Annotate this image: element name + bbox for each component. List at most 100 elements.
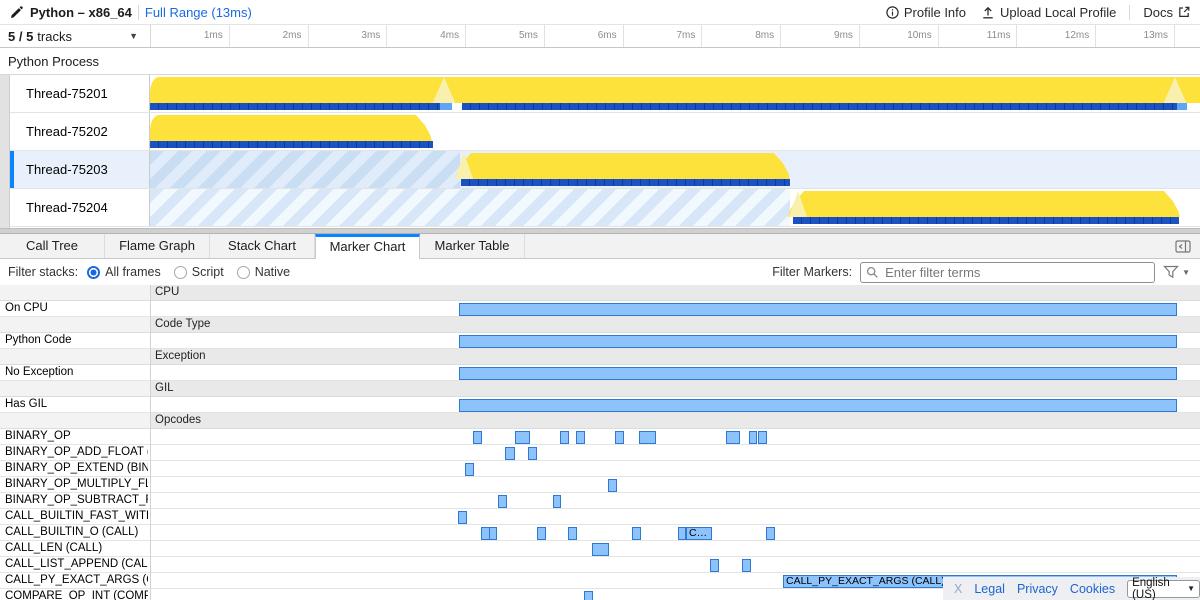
tab-stack-chart[interactable]: Stack Chart: [210, 234, 315, 258]
tab-marker-table[interactable]: Marker Table: [420, 234, 525, 258]
ruler-tick-label: 1ms: [203, 30, 223, 41]
marker-strip: [461, 179, 790, 186]
ruler-tick: [307, 25, 309, 47]
marker-bar[interactable]: [678, 527, 686, 540]
footer-links: Legal Privacy Cookies: [962, 582, 1115, 596]
marker-header-leftcell: [0, 413, 150, 428]
tracks-dropdown-button[interactable]: 5 / 5 tracks ▼: [0, 25, 150, 47]
marker-row-label: BINARY_OP_EXTEND (BINA…: [5, 462, 148, 474]
marker-bar[interactable]: [608, 479, 617, 492]
ruler-tick-label: 10ms: [907, 30, 932, 41]
marker-row: CALL_LIST_APPEND (CALL): [0, 557, 1200, 573]
marker-category-label: Code Type: [155, 318, 211, 330]
marker-bar[interactable]: [576, 431, 585, 444]
label-column-divider: [150, 285, 151, 600]
marker-bar[interactable]: [515, 431, 530, 444]
header-divider-2: [1129, 4, 1131, 20]
radio-label: All frames: [105, 265, 161, 279]
tracks-word: tracks: [37, 28, 72, 44]
panel-splitter[interactable]: [0, 228, 1200, 234]
marker-category-label: CPU: [155, 286, 180, 298]
marker-bar[interactable]: [639, 431, 656, 444]
marker-bar[interactable]: [459, 367, 1177, 380]
marker-bar[interactable]: [528, 447, 537, 460]
filter-stacks-option[interactable]: All frames: [87, 265, 161, 279]
marker-bar[interactable]: [458, 511, 467, 524]
marker-bar[interactable]: [568, 527, 577, 540]
footer-link-privacy[interactable]: Privacy: [1016, 581, 1058, 596]
marker-strip: [462, 103, 1177, 110]
radio-label: Script: [191, 265, 224, 279]
marker-bar-labeled[interactable]: C…: [686, 527, 712, 540]
profile-name-button[interactable]: Python – x86_64: [0, 5, 132, 20]
marker-filter-input[interactable]: [860, 261, 1156, 283]
marker-row: COMPARE_OP_INT (COMPA…: [0, 589, 1200, 600]
docs-link[interactable]: Docs: [1143, 5, 1190, 20]
idle-stripes: [150, 189, 790, 226]
language-select[interactable]: English (US) ▼: [1127, 576, 1200, 600]
marker-bar[interactable]: [749, 431, 757, 444]
track-row[interactable]: Thread-75202: [0, 113, 1200, 151]
marker-bar[interactable]: [489, 527, 497, 540]
marker-bar[interactable]: [615, 431, 624, 444]
full-range-button[interactable]: Full Range (13ms): [144, 4, 252, 20]
marker-bar[interactable]: [459, 335, 1177, 348]
filter-stacks-option[interactable]: Native: [236, 265, 290, 279]
track-row[interactable]: Thread-75203: [0, 151, 1200, 189]
marker-bar[interactable]: [726, 431, 740, 444]
marker-bar[interactable]: [758, 431, 767, 444]
marker-bar[interactable]: [766, 527, 775, 540]
ruler-tick: [937, 25, 939, 47]
marker-strip: [150, 103, 440, 110]
marker-bar[interactable]: [459, 399, 1177, 412]
marker-bar[interactable]: [710, 559, 719, 572]
marker-bar[interactable]: [465, 463, 474, 476]
profile-name[interactable]: Python – x86_64: [30, 4, 132, 20]
filter-stacks-option[interactable]: Script: [173, 265, 224, 279]
edit-pencil-icon[interactable]: [10, 5, 23, 19]
marker-bar[interactable]: [560, 431, 569, 444]
marker-category-header: Exception: [0, 349, 1200, 365]
marker-bar[interactable]: [537, 527, 546, 540]
ruler-tick-label: 5ms: [518, 30, 538, 41]
marker-bar[interactable]: [742, 559, 751, 572]
tab-call-tree[interactable]: Call Tree: [0, 234, 105, 258]
process-track-header[interactable]: Python Process: [0, 48, 1200, 75]
profile-info-button[interactable]: Profile Info: [886, 5, 966, 20]
marker-filter-options-button[interactable]: ▼: [1163, 265, 1190, 279]
ruler-tick: [465, 25, 467, 47]
tab-flame-graph[interactable]: Flame Graph: [105, 234, 210, 258]
track-name-label: Thread-75203: [10, 151, 150, 188]
filter-stacks-radio-group: All frames Script Native: [87, 265, 290, 279]
app-header: Python – x86_64 Full Range (13ms) Profil…: [0, 0, 1200, 25]
ruler-tick: [1174, 25, 1175, 47]
marker-chart: CPU On CPU Code Type Python Code Exception No…: [0, 285, 1200, 600]
close-button[interactable]: X: [954, 581, 963, 596]
marker-bar[interactable]: [505, 447, 515, 460]
footer-link-cookies[interactable]: Cookies: [1069, 581, 1116, 596]
marker-row: Python Code: [0, 333, 1200, 349]
track-row[interactable]: Thread-75201: [0, 75, 1200, 113]
marker-row: Has GIL: [0, 397, 1200, 413]
ruler-tick: [1016, 25, 1018, 47]
marker-bar[interactable]: [592, 543, 609, 556]
activity-graph: [150, 115, 432, 141]
filter-row: Filter stacks: All frames Script Native Fi…: [0, 259, 1200, 285]
track-name-label: Thread-75204: [10, 189, 150, 226]
marker-category-label: Opcodes: [155, 414, 202, 426]
marker-bar[interactable]: [498, 495, 507, 508]
language-value: English (US): [1132, 576, 1170, 600]
tab-marker-chart[interactable]: Marker Chart: [315, 234, 420, 259]
marker-bar[interactable]: [584, 591, 593, 600]
sidebar-toggle-button[interactable]: [1175, 239, 1191, 253]
marker-bar[interactable]: [632, 527, 641, 540]
footer-link-legal[interactable]: Legal: [974, 581, 1005, 596]
track-row[interactable]: Thread-75204: [0, 189, 1200, 227]
ruler-tick-label: 3ms: [361, 30, 381, 41]
upload-local-profile-button[interactable]: Upload Local Profile: [981, 5, 1116, 20]
timeline-ruler[interactable]: 1ms 2ms 3ms 4ms 5ms 6ms 7ms 8ms 9ms 10ms 11ms 12ms 1…: [0, 25, 1200, 47]
marker-bar[interactable]: [459, 303, 1177, 316]
marker-bar[interactable]: [473, 431, 482, 444]
marker-bar[interactable]: [553, 495, 561, 508]
track-gutter: [0, 75, 10, 228]
